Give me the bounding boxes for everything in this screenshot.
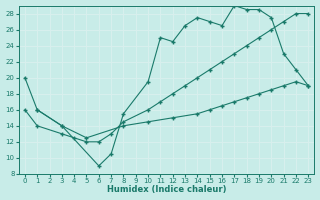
X-axis label: Humidex (Indice chaleur): Humidex (Indice chaleur) bbox=[107, 185, 226, 194]
